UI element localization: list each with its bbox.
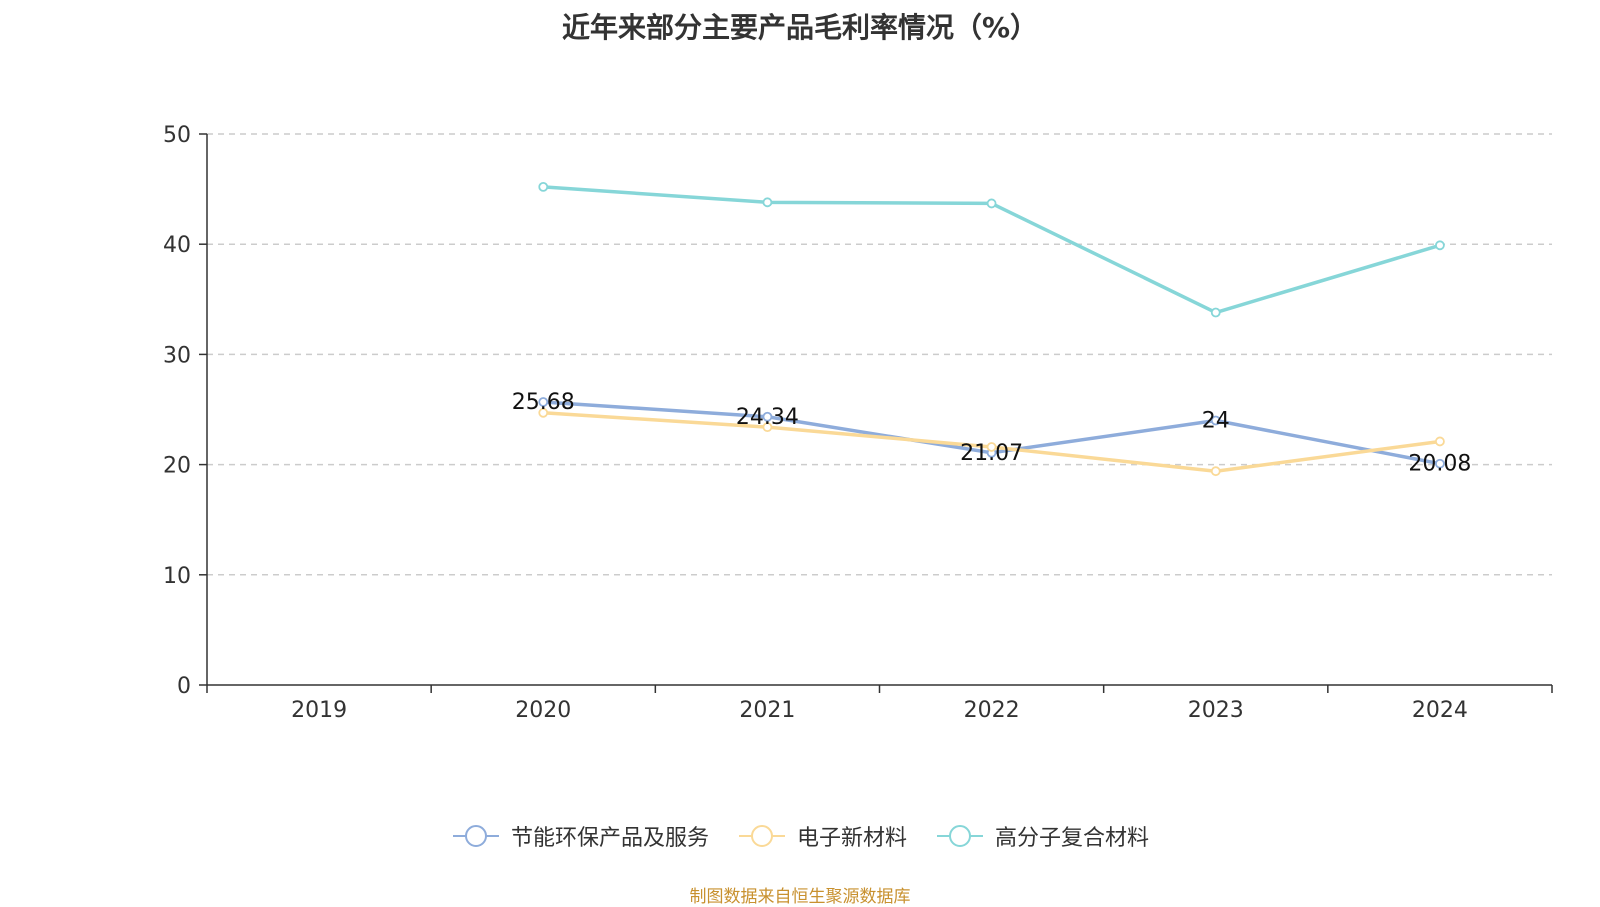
data-label: 20.08 (1408, 452, 1471, 477)
data-label: 21.07 (960, 441, 1023, 466)
data-point (538, 397, 549, 407)
x-tick-label: 2020 (515, 698, 571, 723)
data-point (986, 442, 997, 452)
legend-item-polymer[interactable]: 高分子复合材料 (935, 820, 1149, 852)
y-tick-label: 30 (163, 343, 191, 368)
data-label: 24.34 (736, 405, 799, 430)
y-tick-label: 0 (177, 674, 191, 699)
legend-item-energy[interactable]: 节能环保产品及服务 (451, 820, 709, 852)
data-label: 24 (1202, 409, 1230, 434)
legend-label: 电子新材料 (796, 826, 907, 851)
data-point (1435, 436, 1445, 447)
x-tick-label: 2024 (1412, 698, 1468, 723)
chart-title: 近年来部分主要产品毛利率情况（%） (561, 11, 1039, 44)
legend-label: 高分子复合材料 (995, 826, 1150, 851)
data-point (762, 197, 773, 208)
axes: 0 10 20 30 40 50 2019 2020 2021 2022 2023 2024 (163, 123, 1553, 723)
x-tick-label: 2019 (291, 698, 347, 723)
legend: 节能环保产品及服务 电子新材料 高分子复合材料 (0, 820, 1600, 852)
data-label: 25.68 (512, 390, 575, 415)
y-tick-label: 20 (163, 454, 191, 479)
data-point (1210, 307, 1221, 318)
data-point (1210, 415, 1221, 426)
y-tick-label: 10 (163, 564, 191, 589)
data-labels: 25.68 24.34 21.07 24 20.08 (512, 390, 1472, 477)
legend-label: 节能环保产品及服务 (510, 826, 709, 851)
data-point (986, 198, 997, 209)
line-chart: 0 10 20 30 40 50 2019 2020 2021 2022 2023 2024 25.6… (163, 123, 1553, 723)
data-point (1435, 458, 1445, 469)
data-point (538, 181, 549, 192)
data-point (538, 407, 549, 418)
x-tick-label: 2021 (739, 698, 795, 723)
legend-line-circle-icon (738, 825, 785, 847)
data-source-note: 制图数据来自恒生聚源数据库 (689, 887, 911, 907)
grid-lines (207, 133, 1552, 576)
x-tick-label: 2023 (1188, 698, 1244, 723)
y-tick-label: 40 (163, 233, 191, 258)
data-point (762, 422, 773, 433)
series-lines (538, 181, 1445, 477)
data-point (1210, 466, 1221, 477)
legend-line-circle-icon (937, 825, 983, 847)
legend-item-electronic[interactable]: 电子新材料 (737, 820, 907, 852)
x-tick-label: 2022 (964, 698, 1020, 723)
data-point (1435, 240, 1445, 251)
legend-line-circle-icon (452, 825, 499, 847)
data-point (762, 411, 773, 422)
y-tick-label: 50 (163, 123, 191, 148)
